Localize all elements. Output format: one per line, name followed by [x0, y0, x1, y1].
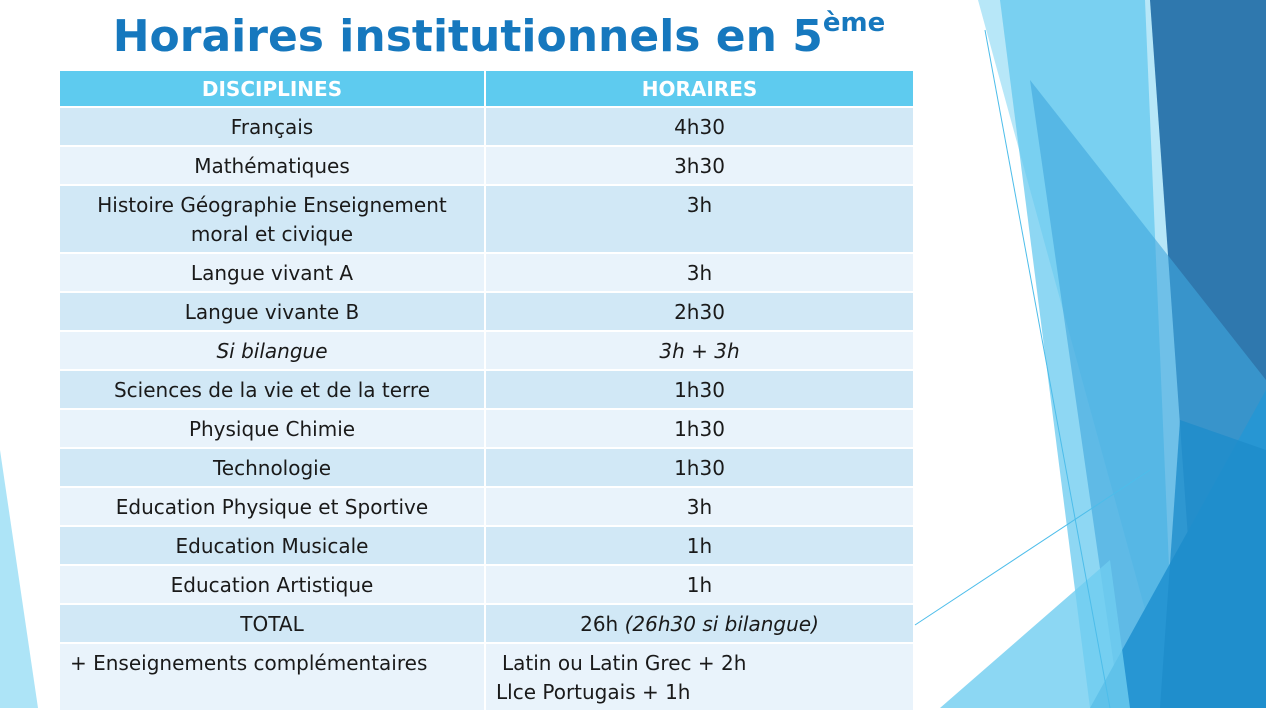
title-superscript: ème	[822, 8, 886, 38]
page-title: Horaires institutionnels en 5ème	[60, 8, 938, 66]
table-row: Sciences de la vie et de la terre 1h30	[60, 371, 913, 410]
hours-cell: 3h30	[674, 154, 725, 178]
discipline-cell: Langue vivant A	[60, 254, 486, 291]
total-note: (26h30 si bilangue)	[624, 612, 819, 636]
discipline-cell: Education Physique et Sportive	[60, 488, 486, 525]
schedule-table: DISCIPLINES HORAIRES Français 4h30 Mathé…	[60, 71, 913, 710]
total-hours: 26h	[580, 612, 619, 636]
table-row: Français 4h30	[60, 108, 913, 147]
hours-cell: 1h30	[674, 417, 725, 441]
table-row: Mathématiques 3h30	[60, 147, 913, 186]
discipline-cell: Mathématiques	[60, 147, 486, 184]
extra-label: + Enseignements complémentaires	[60, 644, 486, 710]
discipline-cell: Technologie	[60, 449, 486, 486]
total-label: TOTAL	[60, 605, 486, 642]
header-disciplines: DISCIPLINES	[60, 71, 486, 106]
table-row: Physique Chimie 1h30	[60, 410, 913, 449]
discipline-cell: Si bilangue	[60, 332, 486, 369]
extra-row: + Enseignements complémentaires Latin ou…	[60, 644, 913, 710]
hours-cell: 4h30	[674, 115, 725, 139]
hours-cell: 3h	[686, 261, 713, 285]
discipline-cell: Education Artistique	[60, 566, 486, 603]
table-row: Education Musicale 1h	[60, 527, 913, 566]
hours-cell: 2h30	[674, 300, 725, 324]
discipline-cell: Physique Chimie	[60, 410, 486, 447]
table-header-row: DISCIPLINES HORAIRES	[60, 71, 913, 108]
table-row: Technologie 1h30	[60, 449, 913, 488]
hours-cell: 1h30	[674, 378, 725, 402]
discipline-cell: Sciences de la vie et de la terre	[60, 371, 486, 408]
table-row: Histoire Géographie Enseignement moral e…	[60, 186, 913, 254]
extra-option-portugais: Llce Portugais + 1h	[496, 680, 691, 704]
table-row: Education Physique et Sportive 3h	[60, 488, 913, 527]
extra-options: Latin ou Latin Grec + 2h Llce Portugais …	[486, 644, 913, 710]
table-row: Langue vivante B 2h30	[60, 293, 913, 332]
hours-cell: 3h	[686, 495, 713, 519]
hours-cell: 1h	[686, 573, 713, 597]
discipline-cell: Education Musicale	[60, 527, 486, 564]
table-row: Education Artistique 1h	[60, 566, 913, 605]
hours-cell: 3h + 3h	[659, 339, 740, 363]
discipline-cell: Français	[60, 108, 486, 145]
table-row: Si bilangue 3h + 3h	[60, 332, 913, 371]
hours-cell: 1h	[686, 534, 713, 558]
discipline-cell: Histoire Géographie Enseignement moral e…	[60, 186, 486, 252]
extra-option-latin: Latin ou Latin Grec + 2h	[502, 651, 747, 675]
hours-cell: 1h30	[674, 456, 725, 480]
total-row: TOTAL 26h (26h30 si bilangue)	[60, 605, 913, 644]
title-main: Horaires institutionnels en 5	[112, 11, 823, 62]
hours-cell: 3h	[686, 193, 713, 217]
total-hours-cell: 26h (26h30 si bilangue)	[486, 605, 913, 642]
header-hours: HORAIRES	[641, 77, 758, 101]
table-row: Langue vivant A 3h	[60, 254, 913, 293]
discipline-cell: Langue vivante B	[60, 293, 486, 330]
